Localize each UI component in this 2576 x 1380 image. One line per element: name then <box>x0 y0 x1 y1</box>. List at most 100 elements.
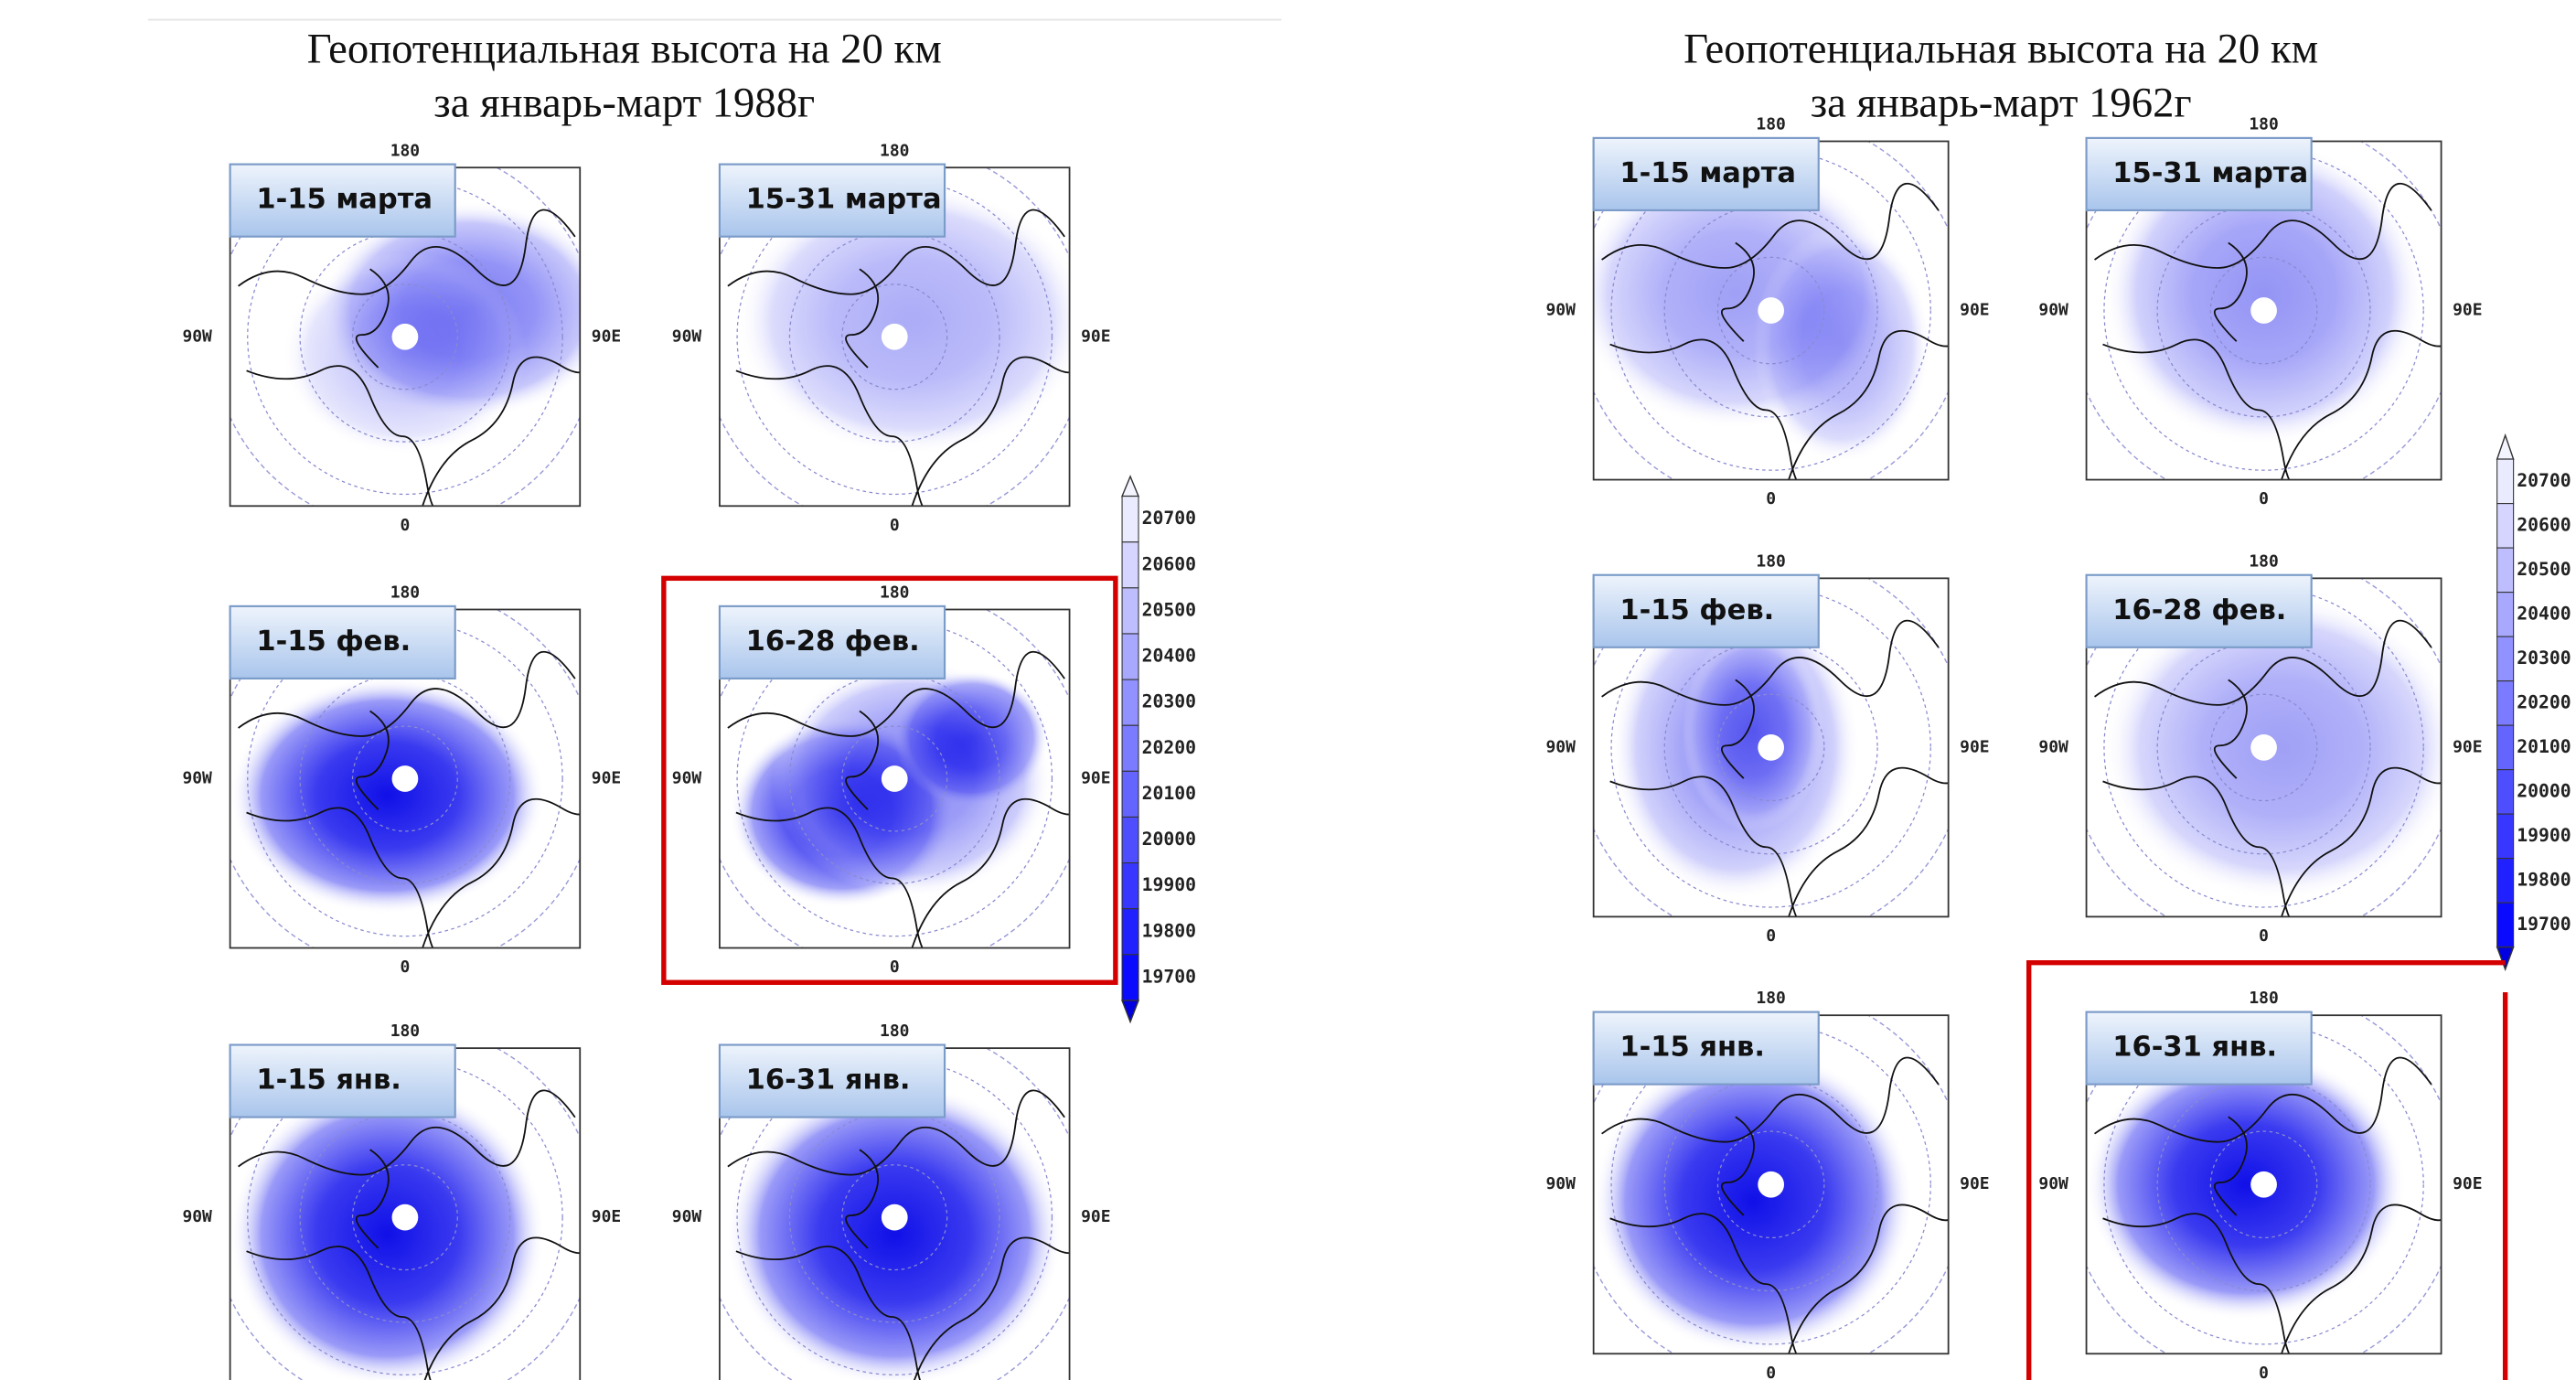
pole <box>1758 297 1784 324</box>
map-label-bottom: 0 <box>401 516 411 535</box>
map-label-bottom: 0 <box>2259 1364 2269 1380</box>
map-label-left: 90W <box>1545 737 1576 756</box>
map-label-bottom: 0 <box>1766 1364 1776 1380</box>
height-field <box>1683 629 1824 832</box>
colorbar-label: 20600 <box>2517 514 2571 535</box>
colorbar-segment <box>1122 542 1138 588</box>
map-label-top: 180 <box>1756 115 1785 134</box>
figure-title: Геопотенциальная высота на 20 км <box>1683 25 2318 72</box>
pole <box>1758 734 1784 761</box>
period-label: 1-15 марта <box>256 184 433 216</box>
period-label: 1-15 фев. <box>1619 594 1774 626</box>
period-label: 1-15 фев. <box>256 626 411 658</box>
period-label: 16-28 фев. <box>746 626 920 658</box>
colorbar-label: 19900 <box>2517 825 2571 846</box>
figure-title: за январь-март 1988г <box>433 80 815 127</box>
figure-title: Геопотенциальная высота на 20 км <box>307 25 942 72</box>
colorbar-segment <box>1122 909 1138 955</box>
map-label-top: 180 <box>2249 115 2278 134</box>
colorbar-label: 20200 <box>1142 737 1196 758</box>
colorbar-segment <box>2497 548 2514 593</box>
map-label-top: 180 <box>2249 551 2278 571</box>
period-label: 1-15 марта <box>1619 157 1796 189</box>
map-label-left: 90W <box>2038 737 2068 756</box>
colorbar-segment <box>1122 679 1138 725</box>
height-field <box>1753 226 1930 463</box>
period-label: 1-15 янв. <box>256 1064 401 1097</box>
period-label: 15-31 марта <box>746 184 942 216</box>
map-label-left: 90W <box>1545 301 1576 320</box>
colorbar-segment <box>2497 770 2514 815</box>
colorbar-segment <box>2497 814 2514 859</box>
map-label-left: 90W <box>672 769 702 788</box>
map-label-top: 180 <box>1756 989 1785 1008</box>
map-label-right: 90E <box>2453 737 2482 756</box>
period-label: 1-15 янв. <box>1619 1032 1765 1064</box>
map-label-left: 90W <box>182 326 212 346</box>
map-label-right: 90E <box>1081 1207 1110 1226</box>
map-label-right: 90E <box>1081 769 1110 788</box>
map-panel: 180 0 90W 90E 16-31 янв. <box>2038 989 2482 1380</box>
map-label-left: 90W <box>2038 1174 2068 1193</box>
colorbar-segment <box>2497 681 2514 726</box>
map-label-left: 90W <box>182 769 212 788</box>
colorbar-label: 20600 <box>1142 553 1196 574</box>
map-label-bottom: 0 <box>2259 489 2269 508</box>
height-field <box>1594 1049 1913 1353</box>
pole <box>882 1204 908 1231</box>
colorbar-label: 20000 <box>1142 829 1196 850</box>
map-label-bottom: 0 <box>1766 926 1776 946</box>
colorbar-segment <box>1122 817 1138 862</box>
map-label-right: 90E <box>592 769 621 788</box>
map-label-right: 90E <box>2453 1174 2482 1193</box>
pole <box>882 324 908 350</box>
height-field <box>283 252 528 455</box>
map-panel: 180090W90E1-15 фев. <box>182 583 621 978</box>
map-label-right: 90E <box>1960 301 1989 320</box>
colorbar-label: 20700 <box>2517 470 2571 491</box>
colorbar-label: 20500 <box>2517 559 2571 580</box>
map-label-top: 180 <box>880 1022 909 1041</box>
colorbar-label: 20100 <box>2517 736 2571 757</box>
colorbar-label: 20000 <box>2517 780 2571 801</box>
map-panel: 180090W90E1-15 янв. <box>182 1022 621 1380</box>
colorbar-segment <box>1122 497 1138 542</box>
height-field <box>2087 1049 2406 1320</box>
map-label-left: 90W <box>1545 1174 1576 1193</box>
colorbar-segment <box>1122 634 1138 679</box>
map-label-bottom: 0 <box>1766 489 1776 508</box>
map-label-top: 180 <box>2249 989 2278 1008</box>
colorbar-label: 19700 <box>1142 966 1196 987</box>
period-label: 16-28 фев. <box>2112 594 2286 626</box>
period-label: 15-31 марта <box>2112 157 2308 189</box>
pole <box>392 765 419 792</box>
map-label-top: 180 <box>390 141 420 160</box>
height-field <box>727 1082 1063 1380</box>
map-panel: 180 0 90W 90E 15-31 марта <box>2038 115 2482 509</box>
map-panel: 180090W90E1-15 фев. <box>1545 551 1989 946</box>
colorbar-segment <box>1122 771 1138 817</box>
pole <box>392 324 419 350</box>
period-label: 16-31 янв. <box>746 1064 911 1097</box>
map-label-top: 180 <box>1756 551 1785 571</box>
colorbar-top-arrow <box>2497 435 2514 459</box>
figure-title: за январь-март 1962г <box>1811 80 2192 127</box>
colorbar-label: 20400 <box>1142 646 1196 667</box>
map-panel: 180090W90E1-15 янв. <box>1545 989 1989 1380</box>
map-label-left: 90W <box>2038 301 2068 320</box>
map-panel: 180 0 90W 90E 1-15 марта <box>1545 115 1989 509</box>
pole <box>2250 297 2277 324</box>
height-field <box>230 1082 545 1380</box>
pole <box>392 1204 419 1231</box>
map-label-bottom: 0 <box>890 516 900 535</box>
map-label-top: 180 <box>390 1022 420 1041</box>
colorbar-segment <box>2497 593 2514 637</box>
map-label-right: 90E <box>2453 301 2482 320</box>
map-label-right: 90E <box>592 326 621 346</box>
colorbar-label: 20500 <box>1142 599 1196 620</box>
map-label-bottom: 0 <box>401 957 411 977</box>
colorbar-segment <box>1122 588 1138 634</box>
map-label-left: 90W <box>672 1207 702 1226</box>
period-label: 16-31 янв. <box>2112 1032 2277 1064</box>
map-label-bottom: 0 <box>890 957 900 977</box>
